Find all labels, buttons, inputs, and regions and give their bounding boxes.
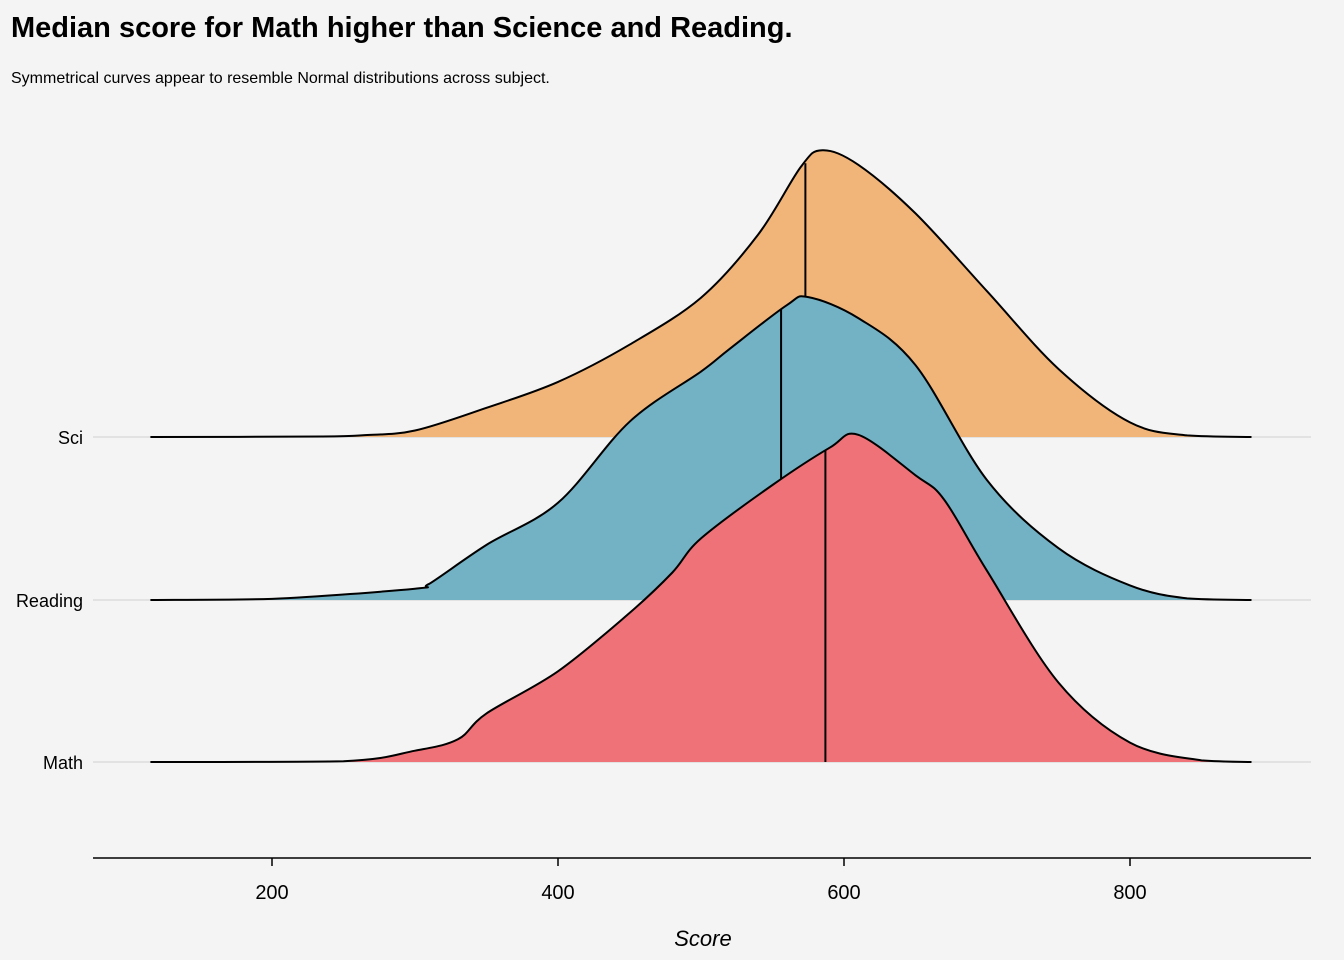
y-tick-label-reading: Reading (16, 591, 83, 611)
x-axis-title: Score (674, 926, 731, 951)
density-fill-math (150, 433, 1252, 762)
density-fill-reading (150, 296, 1252, 600)
y-axis-ticks: Math Reading Sci (16, 428, 83, 773)
density-outline-math (150, 432, 1252, 763)
ridge-math (150, 432, 1252, 763)
chart-title: Median score for Math higher than Scienc… (11, 12, 793, 44)
density-fill-sci (150, 150, 1252, 437)
x-tick-label: 800 (1113, 882, 1146, 904)
density-outline-reading (150, 295, 1252, 601)
chart-subtitle: Symmetrical curves appear to resemble No… (11, 70, 550, 87)
density-outline-sci (150, 149, 1252, 438)
x-tick-label: 600 (827, 882, 860, 904)
y-tick-label-math: Math (43, 753, 83, 773)
x-tick-label: 200 (255, 882, 288, 904)
ridges (150, 149, 1252, 763)
x-tick-label: 400 (541, 882, 574, 904)
y-tick-label-sci: Sci (58, 428, 83, 448)
x-axis-ticks: 200 400 600 800 (255, 858, 1147, 904)
